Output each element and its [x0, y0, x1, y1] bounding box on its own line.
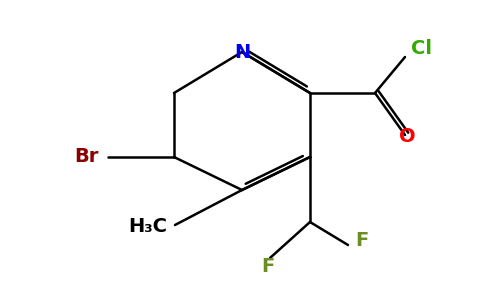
Text: O: O [399, 128, 415, 146]
Text: F: F [355, 232, 369, 250]
Text: H₃C: H₃C [128, 218, 167, 236]
Text: F: F [261, 256, 274, 275]
Text: N: N [234, 43, 250, 61]
Text: Br: Br [74, 148, 98, 166]
Text: Cl: Cl [410, 40, 432, 58]
